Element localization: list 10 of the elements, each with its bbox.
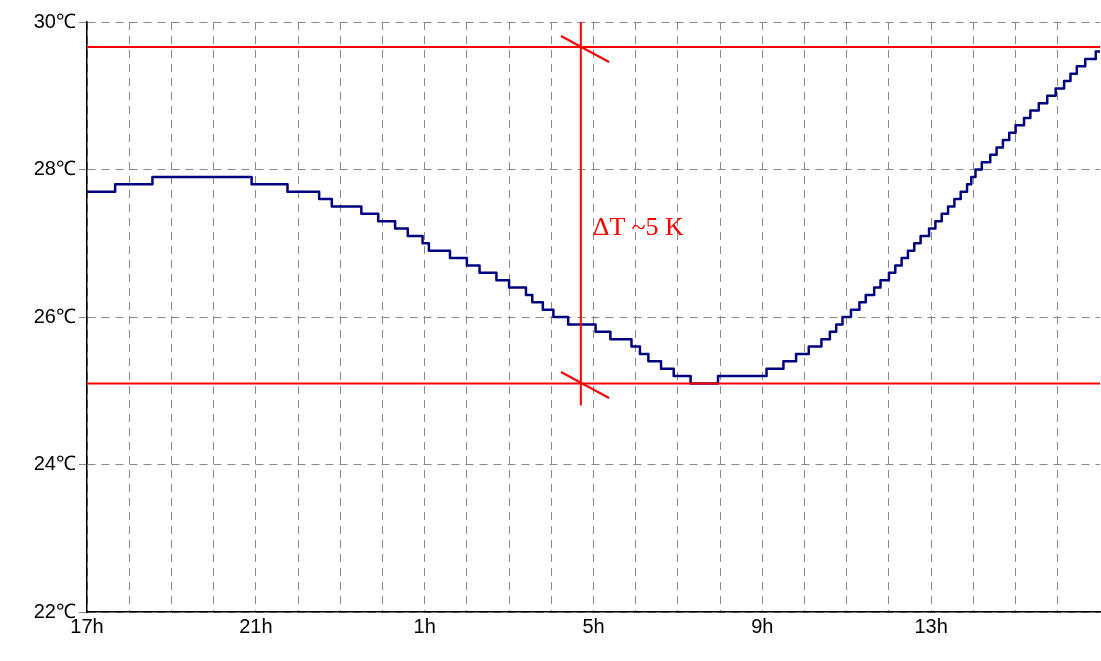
x-tick-label: 1h <box>413 614 436 637</box>
y-tick-label: 30℃ <box>33 9 76 32</box>
x-tick-label: 13h <box>914 614 948 637</box>
y-tick-label: 24℃ <box>33 452 76 475</box>
x-tick-label: 21h <box>239 614 273 637</box>
y-tick-label: 26℃ <box>33 304 76 327</box>
x-tick-label: 5h <box>582 614 605 637</box>
x-tick-label: 9h <box>751 614 774 637</box>
y-tick-label: 28℃ <box>33 157 76 180</box>
annotation: ΔT ~5 K <box>592 212 685 242</box>
